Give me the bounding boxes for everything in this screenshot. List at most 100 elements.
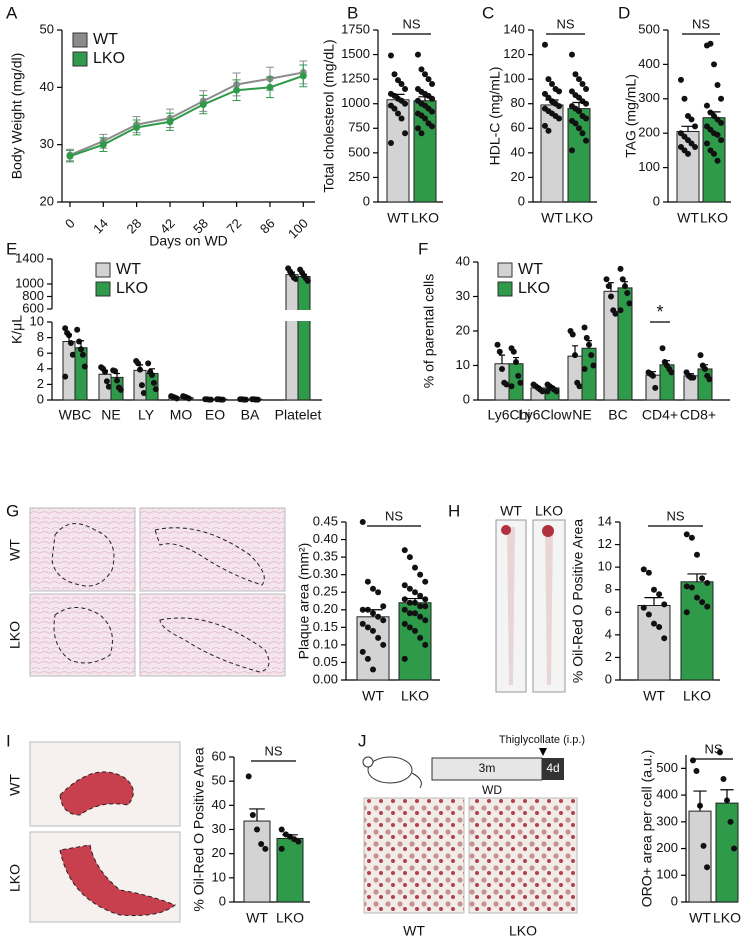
error-bar [545, 99, 559, 105]
y-axis-label: TAG (mg/mL) [623, 74, 639, 158]
data-point [494, 341, 501, 348]
data-point [364, 624, 371, 631]
panel-label: E [6, 239, 17, 258]
significance-label: NS [666, 508, 684, 523]
image-label: WT [7, 539, 23, 561]
error-bar [114, 372, 120, 378]
data-point [402, 100, 409, 107]
data-point [391, 71, 398, 78]
data-point [406, 610, 413, 617]
data-point [539, 388, 546, 395]
data-point [651, 620, 657, 627]
data-point [370, 585, 376, 592]
legend-label: WT [116, 261, 141, 278]
y-tick-label: 80 [511, 95, 525, 110]
line-point [199, 101, 207, 109]
data-point [79, 351, 86, 358]
error-bar [282, 834, 298, 839]
x-tick-label: LKO [565, 210, 593, 226]
y-tick-label: 40 [212, 797, 226, 812]
data-point [640, 566, 647, 573]
legend-label: WT [518, 261, 543, 278]
error-bar [66, 333, 72, 342]
x-tick-label: EO [205, 407, 225, 423]
data-point [402, 85, 409, 92]
data-point [693, 768, 700, 775]
data-point [262, 845, 269, 852]
line [69, 74, 304, 158]
y-tick-label: 1250 [341, 71, 370, 86]
y-axis-label: Total cholesterol (mg/dL) [321, 39, 337, 192]
error-bar [572, 101, 586, 109]
data-point [699, 575, 706, 582]
data-point [699, 599, 706, 606]
x-tick-label: Ly6Clow [518, 407, 572, 423]
data-point [694, 594, 700, 601]
data-point [650, 372, 656, 379]
period-label: 4d [546, 761, 559, 775]
data-point [553, 388, 560, 395]
data-point [391, 105, 398, 112]
bar [697, 368, 713, 401]
data-point [401, 655, 408, 662]
y-tick-label: 800 [22, 288, 44, 303]
bar [243, 820, 271, 903]
y-tick-label: 0.15 [313, 619, 338, 634]
data-point [711, 61, 717, 68]
x-tick-label: BA [241, 407, 260, 423]
data-point [688, 584, 695, 591]
data-point [359, 606, 366, 613]
y-tick-label: 600 [22, 300, 44, 315]
significance-label: NS [402, 16, 420, 31]
y-tick-label: 0.10 [313, 636, 338, 651]
y-tick-label: 100 [656, 867, 678, 882]
error-bar [720, 789, 734, 804]
y-tick-label: 0 [363, 193, 370, 208]
data-point [515, 372, 522, 379]
y-axis-label: % Oil-Red O Positive Area [191, 747, 207, 911]
treatment-label: Thiglycollate (i.p.) [499, 734, 585, 746]
data-point [583, 100, 590, 107]
data-point [576, 383, 583, 390]
error-bar [149, 368, 155, 374]
y-tick-label: 0 [671, 893, 678, 908]
data-point [114, 377, 120, 384]
y-axis-label: % of parental cells [421, 274, 437, 388]
data-point [364, 578, 371, 585]
y-tick-label: 10 [212, 869, 226, 884]
bar [285, 274, 299, 401]
data-point [375, 634, 382, 641]
data-point [556, 103, 563, 110]
diet-label: WD [482, 783, 502, 797]
x-tick-label: LKO [401, 688, 429, 704]
data-point [700, 842, 707, 849]
data-point [661, 601, 668, 608]
data-point [370, 627, 376, 634]
line-point [133, 123, 141, 131]
data-point [375, 589, 382, 596]
x-tick-label: WBC [59, 407, 92, 423]
data-point [727, 818, 734, 825]
data-point [645, 611, 652, 618]
y-tick-label: 500 [656, 760, 678, 775]
data-point [603, 276, 610, 283]
panel-label: J [358, 731, 367, 750]
data-point [608, 293, 614, 300]
protocol-diagram [362, 748, 578, 914]
data-point [661, 635, 668, 642]
error-bar [586, 340, 592, 349]
data-point [704, 603, 711, 610]
data-point [292, 276, 299, 282]
data-point [716, 749, 723, 756]
x-axis-label: Days on WD [149, 233, 228, 249]
data-point [707, 40, 714, 47]
data-point [422, 603, 429, 610]
y-tick-label: 2 [37, 376, 44, 391]
y-tick-label: 8 [605, 581, 612, 596]
data-point [364, 655, 371, 662]
legend-swatch [497, 281, 513, 297]
x-tick-label: WT [677, 210, 699, 226]
data-point [581, 324, 588, 331]
data-point [417, 634, 424, 641]
error-bar [301, 273, 307, 277]
